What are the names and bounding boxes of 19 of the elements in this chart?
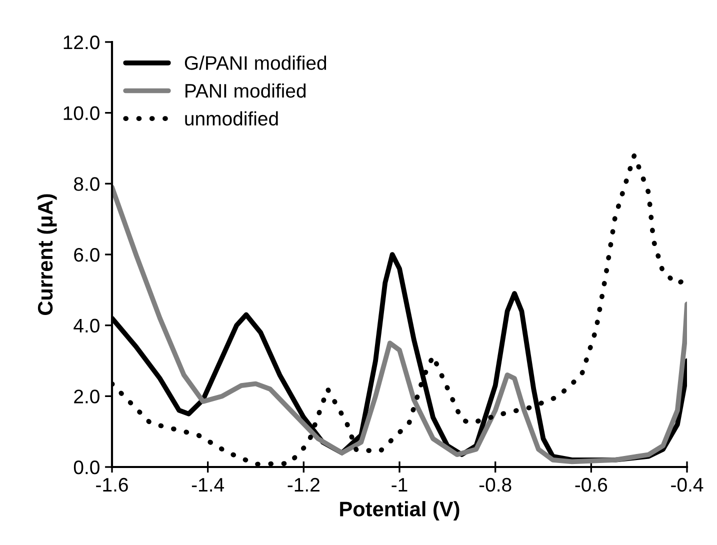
legend-label: PANI modified: [186, 83, 306, 98]
x-tick-label: -1.2: [288, 478, 320, 492]
y-tick-label: 0.0: [74, 460, 100, 474]
x-tick-label: -1.6: [96, 478, 128, 492]
legend-label: G/PANI modified: [184, 56, 326, 70]
x-tick-label: -0.6: [575, 478, 608, 492]
y-tick-label: 2.0: [74, 390, 100, 404]
y-tick-label: 8.0: [74, 177, 100, 191]
x-tick-label: -1: [392, 478, 408, 492]
y-tick-label: 4.0: [74, 318, 100, 333]
y-tick-label: 12.0: [64, 35, 100, 50]
x-tick-label: -1.4: [192, 478, 224, 492]
x-tick-label: -0.8: [479, 478, 512, 492]
y-tick-label: 6.0: [74, 248, 100, 262]
y-tick-label: 10.0: [64, 106, 100, 120]
x-tick-label: -0.4: [671, 478, 704, 492]
legend-label: unmodified: [185, 111, 278, 126]
y-axis-title: Current (μA): [37, 194, 57, 315]
x-axis-title: Potential (V): [340, 501, 460, 521]
